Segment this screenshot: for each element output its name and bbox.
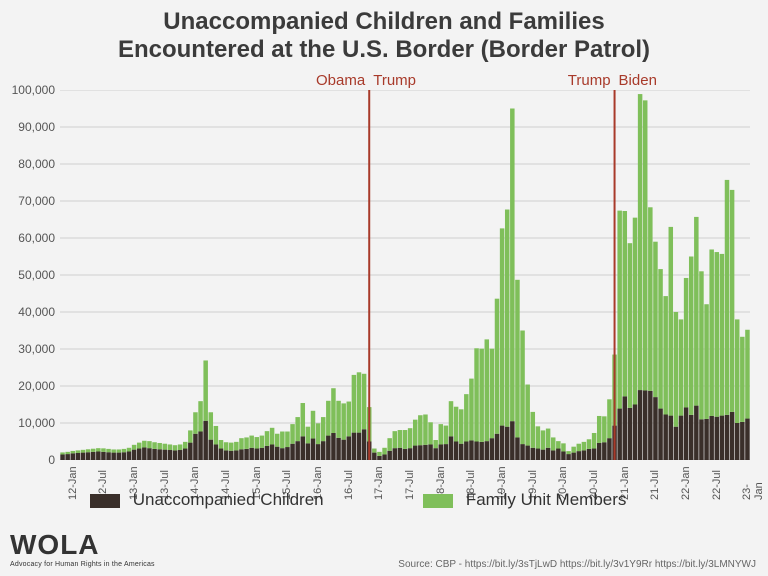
x-tick-label: 22-Jan [680, 466, 692, 500]
x-tick-label: 12-Jan [67, 466, 79, 500]
logo-small: Advocacy for Human Rights in the America… [10, 561, 155, 568]
x-tick-label: 22-Jul [711, 470, 723, 500]
admin-label-left: Trump [555, 72, 611, 89]
legend-swatch-1 [423, 494, 453, 508]
legend-swatch-0 [90, 494, 120, 508]
source-text: Source: CBP - https://bit.ly/3sTjLwD htt… [398, 559, 756, 570]
y-tick-label: 10,000 [5, 416, 55, 430]
y-tick-label: 100,000 [5, 83, 55, 97]
admin-label-right: Biden [619, 72, 657, 89]
y-tick-label: 30,000 [5, 342, 55, 356]
chart-legend: Unaccompanied Children Family Unit Membe… [90, 490, 626, 510]
x-tick-label: 21-Jul [649, 470, 661, 500]
title-line-2: Encountered at the U.S. Border (Border P… [0, 36, 768, 64]
chart-svg [60, 90, 750, 460]
y-tick-label: 0 [5, 453, 55, 467]
logo-big: WOLA [10, 529, 155, 561]
admin-label-right: Trump [373, 72, 416, 89]
y-tick-label: 80,000 [5, 157, 55, 171]
chart-container: Unaccompanied Children and Families Enco… [0, 0, 768, 576]
x-tick-label: 23-Jan [741, 473, 765, 500]
wola-logo: WOLA Advocacy for Human Rights in the Am… [10, 529, 155, 568]
y-tick-label: 60,000 [5, 231, 55, 245]
chart-plot-area [60, 90, 750, 460]
admin-label-left: Obama [309, 72, 365, 89]
y-tick-label: 50,000 [5, 268, 55, 282]
legend-label-1: Family Unit Members [466, 490, 627, 509]
y-tick-label: 70,000 [5, 194, 55, 208]
title-line-1: Unaccompanied Children and Families [0, 8, 768, 36]
chart-title: Unaccompanied Children and Families Enco… [0, 8, 768, 63]
legend-label-0: Unaccompanied Children [133, 490, 324, 509]
y-tick-label: 40,000 [5, 305, 55, 319]
y-tick-label: 20,000 [5, 379, 55, 393]
y-tick-label: 90,000 [5, 120, 55, 134]
